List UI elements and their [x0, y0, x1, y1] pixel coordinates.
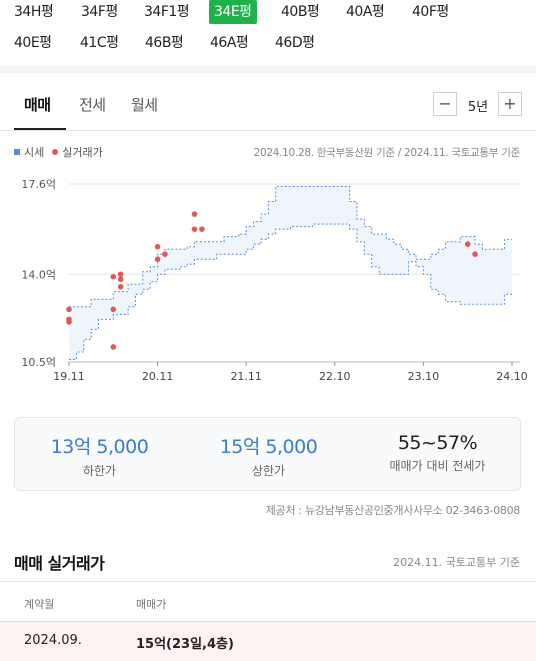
header-sale-price: 매매가 — [136, 598, 167, 611]
x-tick-label: 22.10 — [319, 370, 351, 383]
trade-point — [199, 226, 205, 232]
y-tick-label: 17.6억 — [21, 178, 56, 191]
header-contract-month: 계약월 — [24, 598, 55, 611]
trade-point — [117, 276, 124, 283]
size-tab-46b[interactable]: 46B평 — [145, 35, 184, 51]
period-increase-button[interactable]: + — [498, 92, 522, 116]
high-price-value: 15억 5,000 — [219, 436, 318, 458]
price-summary-card: 13억 5,000 하한가 15억 5,000 상한가 55~57% 매매가 대… — [14, 417, 521, 491]
legend-lease-label: 시세 — [24, 146, 45, 159]
row-date: 2024.09. — [24, 633, 82, 648]
trade-point — [66, 306, 72, 313]
price-chart: 10.5억 14.0억 17.6억 19.11 20.11 21.11 22.10 23.10… — [21, 178, 528, 383]
chart-legend: 시세 실거래가 — [14, 144, 103, 160]
summary-ratio: 55~57% 매매가 대비 전세가 — [353, 418, 522, 474]
y-tick-label: 14.0억 — [21, 268, 56, 281]
chart-source: 2024.10.28. 한국부동산원 기준 / 2024.11. 국토교통부 기… — [253, 147, 521, 159]
size-tab-34f[interactable]: 34F평 — [81, 4, 118, 20]
tab-jeonse[interactable]: 전세 — [79, 96, 106, 114]
summary-high: 15억 5,000 상한가 — [184, 418, 353, 479]
trade-list-title: 매매 실거래가 — [14, 554, 105, 573]
trade-point — [110, 344, 117, 350]
x-tick-label: 21.11 — [230, 370, 262, 383]
data-provider: 제공처 : 뉴강남부동산공인중개사사무소 02-3463-0808 — [265, 504, 521, 517]
low-price-value: 13억 5,000 — [50, 436, 149, 458]
period-label: 5년 — [467, 100, 489, 115]
deal-type-tabs: 매매 전세 월세 − 5년 + — [0, 73, 536, 131]
ratio-label: 매매가 대비 전세가 — [389, 459, 486, 473]
x-tick-label: 19.11 — [53, 370, 85, 383]
period-decrease-button[interactable]: − — [433, 92, 457, 116]
trade-point — [66, 319, 72, 325]
trade-point — [117, 283, 124, 290]
trade-point — [464, 241, 471, 247]
size-tab-34f1[interactable]: 34F1평 — [144, 4, 190, 20]
size-tab-40a[interactable]: 40A평 — [346, 4, 385, 20]
legend-trade-label: 실거래가 — [62, 146, 103, 159]
table-row[interactable]: 2024.09. 15억(23일,4층) — [0, 621, 536, 661]
trade-point — [162, 251, 168, 257]
size-tab-bar: 34H평 34F평 34F1평 34E평 40B평 40A평 40F평 40E평… — [0, 0, 536, 66]
tab-sale[interactable]: 매매 — [24, 96, 51, 114]
lease-price-band — [69, 186, 512, 360]
x-tick-label: 20.11 — [142, 370, 174, 383]
trade-list-header: 계약월 매매가 — [0, 581, 536, 621]
legend-dot-icon — [52, 149, 59, 155]
trade-point — [191, 211, 198, 217]
lease-lower-line — [69, 223, 512, 360]
active-tab-indicator — [14, 128, 66, 131]
trade-list-source: 2024.11. 국토교통부 기준 — [393, 556, 520, 569]
trade-point — [110, 273, 117, 280]
row-price: 15억(23일,4층) — [136, 637, 234, 652]
x-tick-label: 23.10 — [408, 370, 440, 383]
x-tick-label: 24.10 — [496, 370, 528, 383]
low-price-label: 하한가 — [82, 464, 117, 478]
ratio-value: 55~57% — [397, 432, 478, 454]
trade-point — [154, 243, 161, 250]
size-tab-34e[interactable]: 34E평 — [209, 0, 257, 24]
size-tab-40f[interactable]: 40F평 — [412, 4, 449, 20]
trade-point — [110, 306, 117, 313]
y-tick-label: 10.5억 — [21, 356, 56, 369]
size-tab-46a[interactable]: 46A평 — [210, 35, 249, 51]
tabs-divider — [0, 130, 536, 131]
section-divider — [0, 66, 536, 73]
trade-point — [117, 271, 124, 278]
high-price-label: 상한가 — [251, 464, 286, 478]
size-tab-40e[interactable]: 40E평 — [14, 35, 52, 51]
tab-monthly-rent[interactable]: 월세 — [131, 96, 158, 114]
size-tab-46d[interactable]: 46D평 — [275, 35, 315, 51]
summary-low: 13억 5,000 하한가 — [15, 418, 184, 479]
lease-upper-line — [69, 186, 512, 308]
size-tab-34h[interactable]: 34H평 — [14, 4, 54, 20]
trade-point — [154, 256, 161, 263]
trade-point — [472, 251, 478, 257]
trade-point — [191, 226, 198, 232]
legend-square-icon — [14, 149, 20, 155]
size-tab-40b[interactable]: 40B평 — [281, 4, 320, 20]
size-tab-41c[interactable]: 41C평 — [80, 35, 119, 51]
